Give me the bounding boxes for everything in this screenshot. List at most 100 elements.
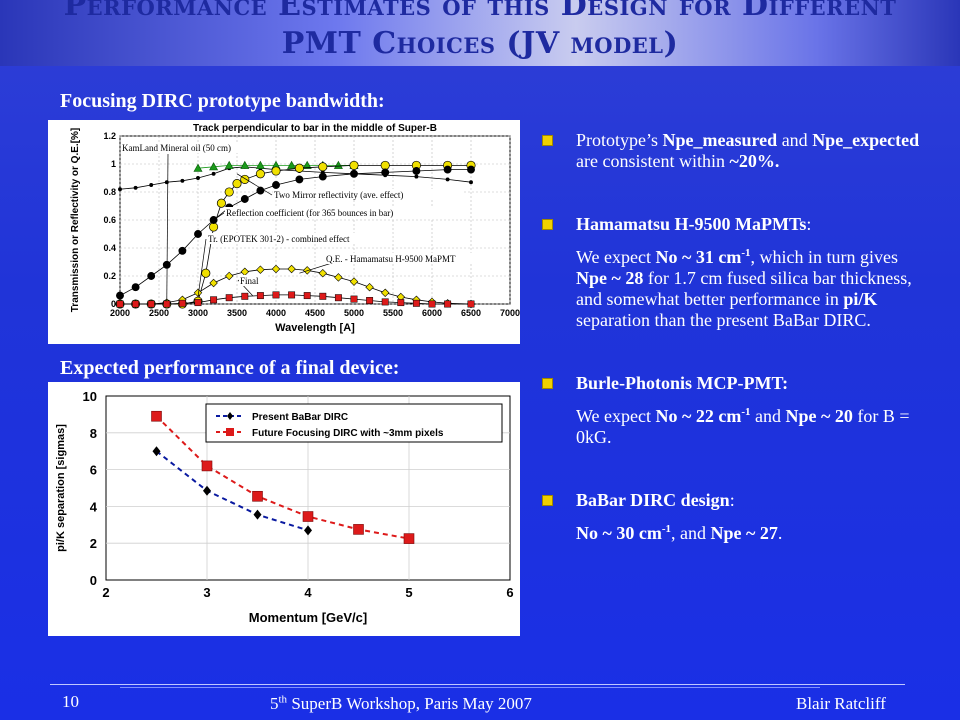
data-point-small-black-dots [469,180,473,185]
x-tick-label: 4 [304,585,312,600]
x-tick-label: 5500 [383,308,403,318]
data-point-red-squares [381,298,389,306]
data-point-red-squares [241,292,249,300]
annotation-background [207,233,393,244]
data-point-yellow-circles [271,166,281,176]
data-point-small-black-dots [196,176,200,180]
y-axis-label: pi/K separation [sigmas] [55,424,67,552]
data-point-focusing [201,460,213,472]
data-point-red-squares [303,292,311,300]
data-point-yellow-circles [380,160,390,170]
data-point-small-black-dots [414,174,419,179]
hamamatsu-detail: We expect No ~ 31 cm-1, which in turn gi… [576,247,912,330]
x-tick-label: 3500 [227,308,247,318]
data-point-red-squares [444,300,452,308]
data-point-red-squares [116,300,124,308]
series-line-1 [155,415,410,540]
data-point-red-squares [467,300,475,308]
annotation-label: KamLand Mineral oil (50 cm) [122,143,231,153]
annotation-background [325,253,475,264]
data-point-black-circles [272,181,280,189]
x-tick-label: 6500 [461,308,481,318]
data-point-babar [152,446,161,457]
footer-divider-inner [120,687,820,688]
annotation-label: Q.E. - Hamamatsu H-9500 MaPMT [326,254,456,264]
data-point-small-black-dots [445,177,450,182]
data-point-yellow-circles [209,222,219,232]
data-point-focusing [403,533,415,544]
burle-detail: We expect No ~ 22 cm-1 and Npe ~ 20 for … [576,406,910,447]
babar-detail: No ~ 30 cm-1, and Npe ~ 27. [576,523,783,543]
bullet-consistency: Prototype’s Npe_measured and Npe_expecte… [540,130,930,172]
annotation-background [225,207,467,218]
data-point-black-circles [350,169,358,178]
data-point-focusing [151,410,162,422]
x-tick-label: 7000 [500,308,520,318]
x-axis-label: Wavelength [A] [275,322,355,334]
data-point-red-squares [225,294,233,302]
annotation-background [239,275,267,286]
y-tick-label: 0.8 [103,187,116,197]
bullet-hamamatsu: Hamamatsu H-9500 MaPMTs: [540,214,930,235]
slide-title-line2: PMT Choices (JV model) [281,26,679,61]
data-point-small-black-dots [211,171,216,176]
bandwidth-chart: 2000 2500 3000 3500 4000 4500 5000 5500 6000 6500… [70,123,520,334]
annotation-pointer [213,212,225,221]
data-point-yellow-circles [201,268,211,278]
data-point-red-squares [319,292,327,300]
data-point-red-squares [178,299,186,307]
data-point-yellow-diamonds [349,277,359,286]
y-tick-label: 0.2 [103,271,116,281]
data-point-yellow-circles [294,163,304,173]
data-point-focusing [353,524,364,535]
data-point-focusing [252,490,263,502]
data-point-yellow-diamonds [334,273,343,282]
y-tick-label: 1.2 [103,131,116,141]
data-point-black-circles [131,283,140,292]
x-tick-label: 3 [203,585,210,600]
data-point-red-squares [288,291,296,299]
data-point-black-circles [443,165,452,174]
legend-marker [227,412,233,420]
footer-divider [50,684,905,685]
x-tick-label: 5000 [344,308,364,318]
annotation-background [273,189,464,200]
data-point-black-circles [381,168,390,177]
title-band: Performance Estimates of this Design for… [0,0,960,66]
annotation-label: Reflection coefficient (for 365 bounces … [226,208,393,218]
data-point-red-squares [366,297,374,304]
data-point-yellow-diamonds [287,264,296,274]
annotation-label: Two Mirror reflectivity (ave. effect) [274,190,403,200]
bullet-square-icon [542,135,553,146]
performance-chart-panel: 2 3 4 5 6 0 2 4 6 8 10 Momentum [GeV/c] pi/K separat… [48,382,520,636]
annotation-background [121,142,261,153]
bandwidth-chart-panel: 2000 2500 3000 3500 4000 4500 5000 5500 6000 6500… [48,120,520,344]
y-tick-label: 10 [83,389,97,404]
data-point-green-triangles [209,162,219,171]
x-tick-label: 2000 [110,308,130,318]
x-tick-label: 4500 [305,308,325,318]
data-point-red-squares [428,300,436,308]
y-tick-label: 0 [90,573,97,588]
data-point-black-circles [318,172,327,181]
data-point-yellow-diamonds [209,278,218,288]
x-tick-label: 2500 [149,308,169,318]
data-point-black-circles [178,246,187,255]
y-tick-label: 4 [90,499,98,514]
bullet-square-icon [542,219,553,230]
y-axis-label: Transmission or Reflectivity or Q.E.[%] [70,128,81,313]
series-line-small-black-dots [119,166,472,190]
data-point-yellow-diamonds [271,264,281,274]
final-device-section-label: Expected performance of a final device: [60,357,400,379]
annotation-label: Final [240,276,259,286]
data-point-small-black-dots [149,183,154,187]
y-tick-label: 1 [111,159,116,169]
x-tick-label: 6000 [422,308,442,318]
y-tick-label: 8 [90,426,97,441]
annotation-pointer [166,153,169,302]
data-point-yellow-circles [224,187,234,197]
data-point-red-squares [147,300,155,308]
bullet-square-icon [542,495,553,506]
data-point-green-triangles [255,160,265,169]
